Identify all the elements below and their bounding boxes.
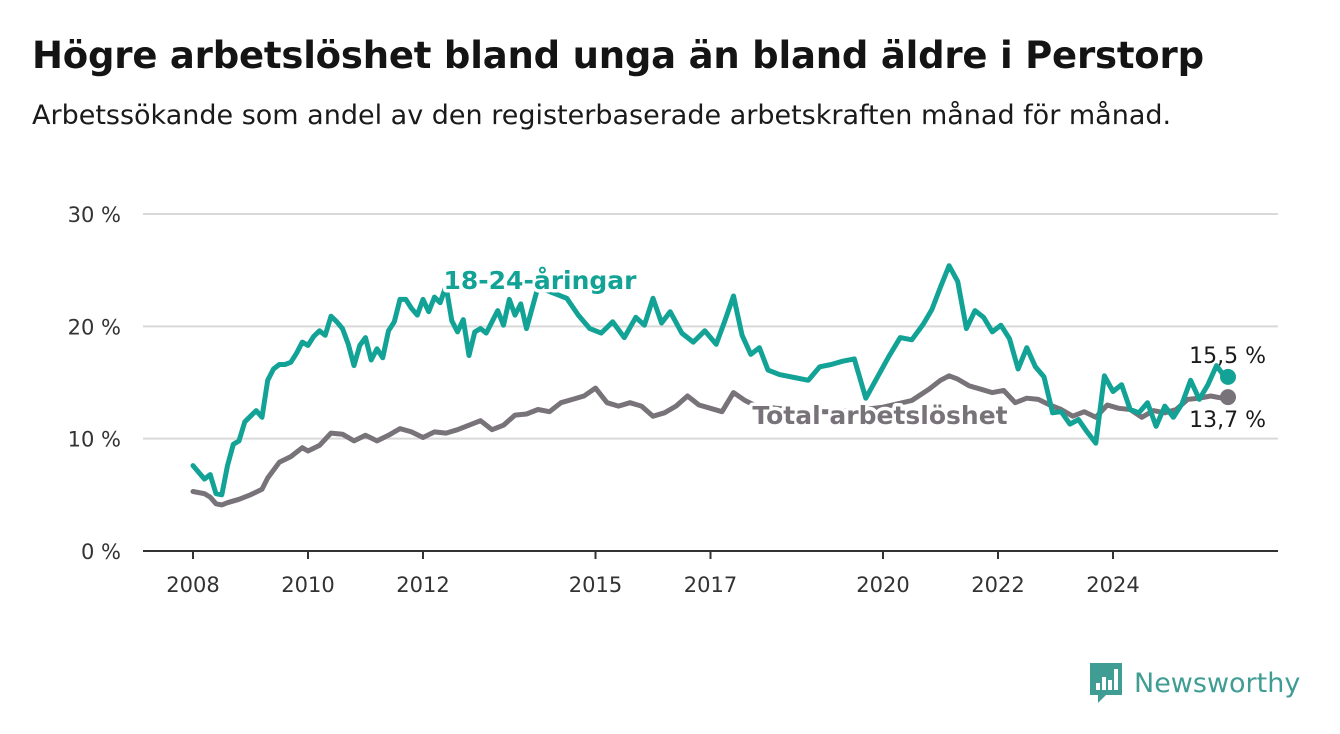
x-tick-label: 2017	[684, 573, 737, 597]
newsworthy-logo-icon	[1090, 663, 1122, 703]
y-tick-label: 0 %	[81, 540, 121, 564]
y-tick-label: 10 %	[68, 428, 121, 452]
x-tick-label: 2022	[971, 573, 1024, 597]
chart-title: Högre arbetslöshet bland unga än bland ä…	[32, 34, 1204, 77]
x-tick-label: 2008	[166, 573, 219, 597]
brand-name: Newsworthy	[1134, 667, 1301, 699]
youth-end-point	[1220, 368, 1236, 385]
total-end-label: 13,7 %	[1189, 408, 1266, 433]
x-tick-label: 2015	[569, 573, 622, 597]
y-tick-label: 20 %	[68, 315, 121, 339]
y-tick-label: 30 %	[68, 203, 121, 227]
total-series-label: Total arbetslöshet	[752, 401, 1007, 430]
youth-end-label: 15,5 %	[1189, 344, 1266, 369]
total-end-point	[1220, 389, 1236, 406]
x-tick-label: 2012	[396, 573, 449, 597]
x-tick-label: 2010	[281, 573, 334, 597]
x-tick-label: 2024	[1086, 573, 1139, 597]
youth-series-label: 18-24-åringar	[444, 266, 638, 295]
line-chart: 0 % 10 % 20 % 30 % 2008 2010 2012 2015 2017 2020 2…	[68, 203, 1278, 597]
chart-subtitle: Arbetssökande som andel av den registerb…	[32, 100, 1172, 131]
total-series-line	[190, 373, 1231, 508]
brand: Newsworthy	[1088, 661, 1300, 705]
youth-series-line	[190, 263, 1231, 498]
x-tick-label: 2020	[856, 573, 909, 597]
